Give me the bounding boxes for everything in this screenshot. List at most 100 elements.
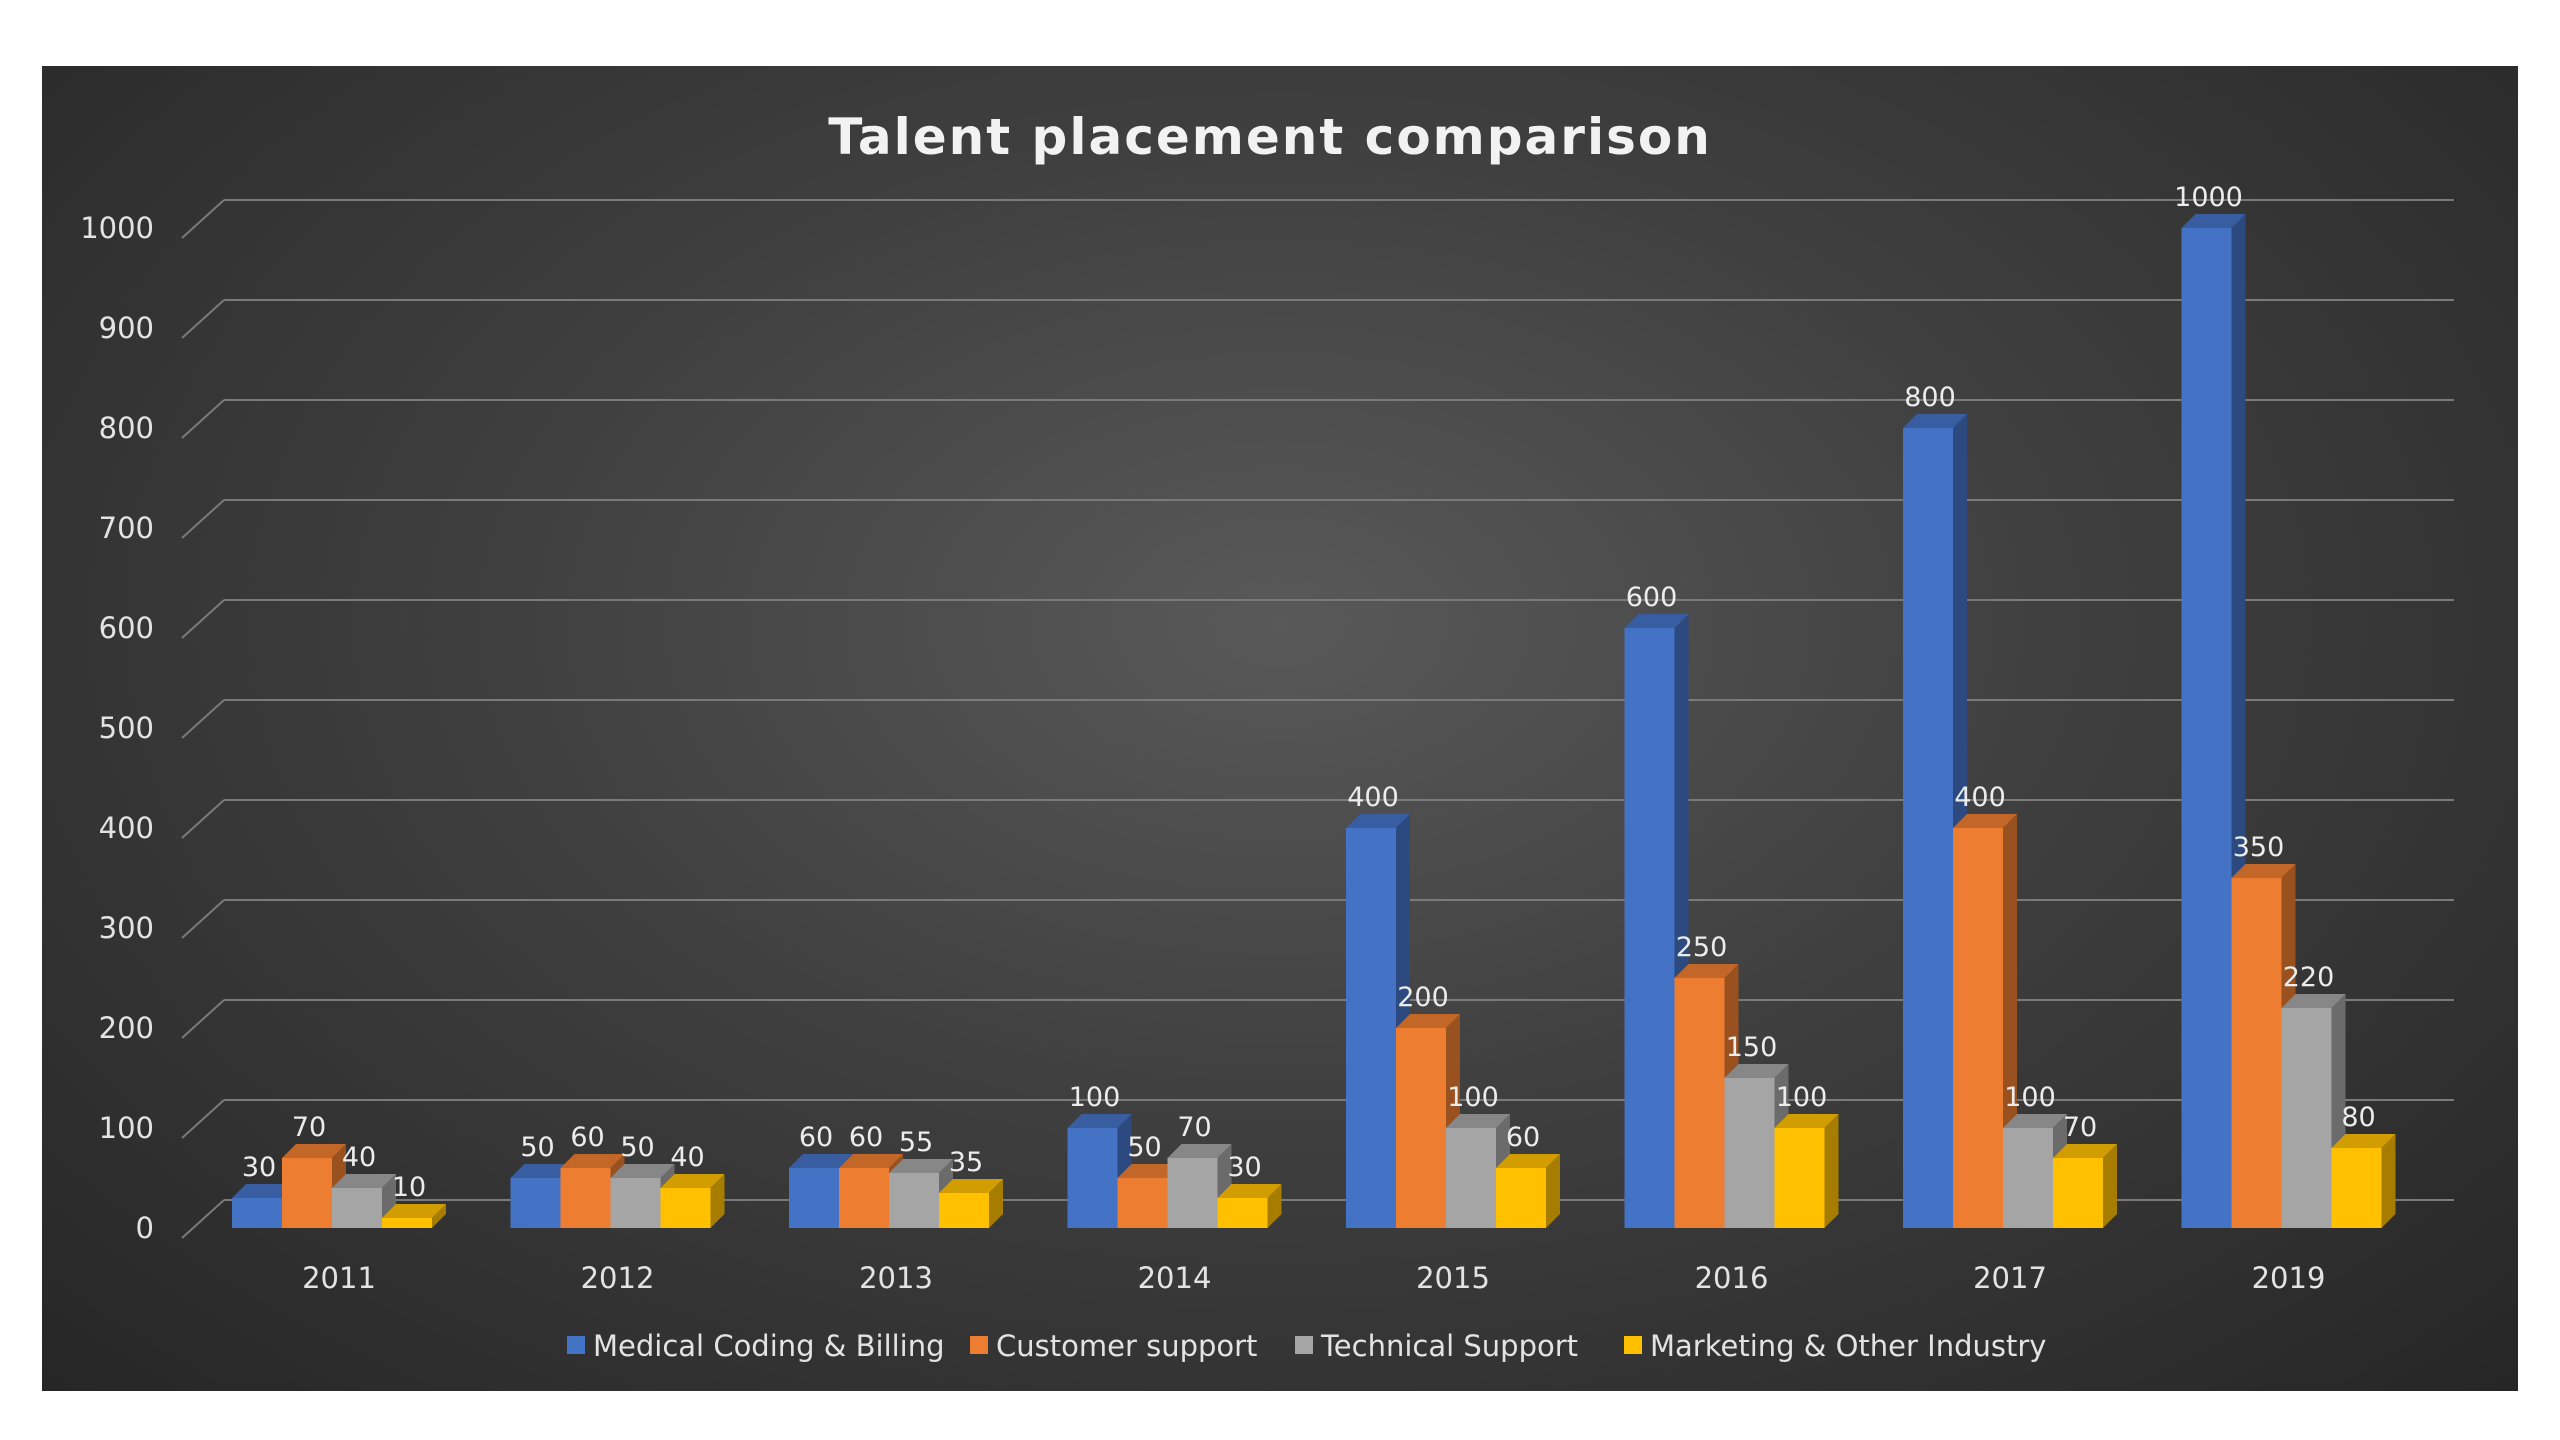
bar-top xyxy=(2053,1144,2117,1158)
data-label: 60 xyxy=(799,1122,833,1153)
bar-top xyxy=(889,1159,953,1173)
bar-top xyxy=(2331,1134,2396,1148)
gridlines xyxy=(181,199,2454,1239)
bar-top xyxy=(610,1164,675,1178)
x-tick-label: 2016 xyxy=(1695,1261,1769,1295)
bar-side xyxy=(432,1204,446,1228)
data-label: 10 xyxy=(392,1172,426,1203)
gridline-diag xyxy=(181,699,225,739)
gridline-diag xyxy=(181,499,225,539)
legend-swatch xyxy=(1295,1336,1313,1354)
y-axis-ticks: 0 100 200 300 400 500 600 700 800 900 1000 xyxy=(80,211,154,1245)
bar-top xyxy=(1903,414,1967,428)
data-label: 800 xyxy=(1904,382,1956,413)
bar-top xyxy=(789,1154,853,1168)
legend-swatch xyxy=(970,1336,988,1354)
bar-top xyxy=(560,1154,625,1168)
data-label: 150 xyxy=(1726,1032,1778,1063)
gridline-diag xyxy=(181,599,225,639)
bar-front xyxy=(1953,828,2003,1228)
data-label: 50 xyxy=(620,1132,654,1163)
data-label: 70 xyxy=(292,1112,326,1143)
legend-label: Customer support xyxy=(996,1329,1257,1363)
bar-front xyxy=(510,1178,561,1228)
bar-front xyxy=(1067,1128,1118,1228)
gridline-diag xyxy=(181,1099,225,1139)
data-label: 350 xyxy=(2233,832,2285,863)
data-label: 220 xyxy=(2283,962,2335,993)
gridline-diag xyxy=(181,1199,225,1239)
x-axis-ticks: 2011 2012 2013 2014 2015 2016 2017 2019 xyxy=(302,1261,2325,1295)
bar-top xyxy=(1624,614,1689,628)
legend-swatch xyxy=(567,1336,585,1354)
bar xyxy=(1217,1184,1282,1228)
bar-top xyxy=(2181,214,2246,228)
data-label: 60 xyxy=(849,1122,883,1153)
bar-front xyxy=(1674,978,1725,1228)
gridline-diag xyxy=(181,999,225,1039)
bar-top xyxy=(510,1164,575,1178)
data-label: 600 xyxy=(1626,582,1678,613)
bar-front xyxy=(889,1173,939,1228)
bar-front xyxy=(1167,1158,1218,1228)
bar-side xyxy=(1267,1184,1282,1228)
data-label: 100 xyxy=(1447,1082,1499,1113)
gridline-diag xyxy=(181,799,225,839)
bar xyxy=(1674,964,1739,1228)
bar-top xyxy=(382,1204,446,1218)
data-label: 55 xyxy=(899,1127,933,1158)
bar-front xyxy=(1396,1028,1446,1228)
y-tick-label: 900 xyxy=(99,311,154,345)
data-label: 70 xyxy=(1177,1112,1211,1143)
y-tick-label: 0 xyxy=(136,1211,154,1245)
data-label: 100 xyxy=(1776,1082,1828,1113)
data-label: 50 xyxy=(520,1132,554,1163)
bar-front xyxy=(1217,1198,1268,1228)
bar-front xyxy=(2003,1128,2053,1228)
bar-side xyxy=(1824,1114,1839,1228)
bar-top xyxy=(1953,814,2017,828)
x-tick-label: 2017 xyxy=(1973,1261,2047,1295)
bar-top xyxy=(2281,994,2346,1008)
y-tick-label: 100 xyxy=(99,1111,154,1145)
legend-item: Medical Coding & Billing xyxy=(567,1329,945,1363)
bar-top xyxy=(2231,864,2296,878)
data-label: 80 xyxy=(2341,1102,2375,1133)
legend-label: Medical Coding & Billing xyxy=(593,1329,945,1363)
y-tick-label: 500 xyxy=(99,711,154,745)
bar-side xyxy=(710,1174,725,1228)
bar xyxy=(2003,1114,2067,1228)
bar-top xyxy=(1117,1164,1182,1178)
data-label: 100 xyxy=(1069,1082,1121,1113)
bar-front xyxy=(1774,1128,1825,1228)
data-label: 35 xyxy=(949,1147,983,1178)
bar-top xyxy=(1346,814,1410,828)
bar xyxy=(939,1179,1003,1228)
data-label: 1000 xyxy=(2174,182,2243,213)
gridline-diag xyxy=(181,899,225,939)
bar-front xyxy=(2281,1008,2332,1228)
data-label: 250 xyxy=(1676,932,1728,963)
bar-top xyxy=(939,1179,1003,1193)
gridline-diag xyxy=(181,199,225,239)
legend-item: Marketing & Other Industry xyxy=(1624,1329,2046,1363)
bar-front xyxy=(2231,878,2282,1228)
y-tick-label: 200 xyxy=(99,1011,154,1045)
bar-front xyxy=(1724,1078,1775,1228)
x-tick-label: 2012 xyxy=(581,1261,655,1295)
bar xyxy=(1774,1114,1839,1228)
data-label: 40 xyxy=(670,1142,704,1173)
data-label: 200 xyxy=(1397,982,1449,1013)
x-tick-label: 2019 xyxy=(2252,1261,2326,1295)
bar xyxy=(2331,1134,2396,1228)
data-label: 40 xyxy=(342,1142,376,1173)
data-label: 400 xyxy=(1954,782,2006,813)
bar-top xyxy=(1167,1144,1232,1158)
data-label: 30 xyxy=(242,1152,276,1183)
x-tick-label: 2013 xyxy=(859,1261,933,1295)
legend-label: Technical Support xyxy=(1320,1329,1578,1363)
legend-swatch xyxy=(1624,1336,1642,1354)
bar-front xyxy=(1624,628,1675,1228)
bar-top xyxy=(1496,1154,1560,1168)
